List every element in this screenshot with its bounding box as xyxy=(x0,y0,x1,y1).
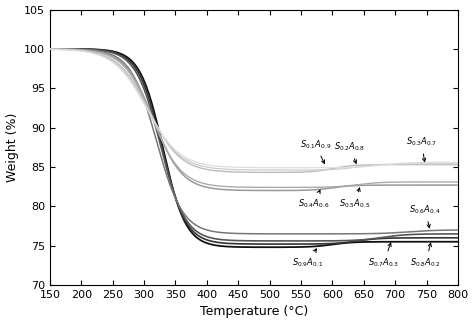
Text: $S_{0.1}A_{0.9}$: $S_{0.1}A_{0.9}$ xyxy=(300,138,331,164)
Text: $S_{0.9}A_{0.1}$: $S_{0.9}A_{0.1}$ xyxy=(292,249,323,269)
Text: $S_{0.7}A_{0.3}$: $S_{0.7}A_{0.3}$ xyxy=(368,243,400,269)
Y-axis label: Weight (%): Weight (%) xyxy=(6,113,18,182)
Text: $S_{0.8}A_{0.2}$: $S_{0.8}A_{0.2}$ xyxy=(410,243,441,269)
Text: $S_{0.2}A_{0.8}$: $S_{0.2}A_{0.8}$ xyxy=(335,141,365,163)
Text: $S_{0.4}A_{0.6}$: $S_{0.4}A_{0.6}$ xyxy=(298,190,329,210)
X-axis label: Temperature (°C): Temperature (°C) xyxy=(200,306,308,318)
Text: $S_{0.5}A_{0.5}$: $S_{0.5}A_{0.5}$ xyxy=(339,188,371,210)
Text: $S_{0.3}A_{0.7}$: $S_{0.3}A_{0.7}$ xyxy=(406,136,437,162)
Text: $S_{0.6}A_{0.4}$: $S_{0.6}A_{0.4}$ xyxy=(410,203,441,228)
